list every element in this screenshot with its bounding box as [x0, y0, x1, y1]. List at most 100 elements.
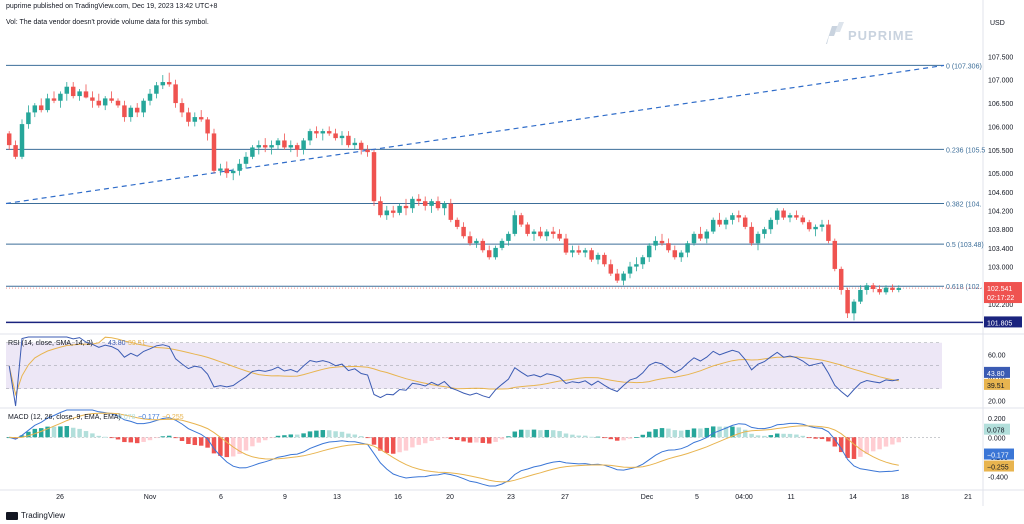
candle-body	[608, 264, 614, 274]
volume-note: Vol: The data vendor doesn't provide vol…	[6, 19, 209, 26]
candle-body	[672, 250, 678, 258]
candle-body	[531, 231, 537, 234]
candle-body	[6, 133, 12, 146]
macd-histogram-bar	[166, 435, 172, 438]
macd-histogram-bar	[826, 437, 831, 442]
candle-body	[877, 289, 882, 293]
x-tick-label: 23	[507, 494, 515, 501]
macd-histogram-bar	[838, 437, 844, 453]
macd-histogram-bar	[19, 435, 25, 438]
candle-body	[589, 250, 594, 260]
candle-body	[64, 86, 70, 94]
macd-histogram-bar	[851, 437, 857, 459]
macd-histogram-bar	[416, 437, 422, 445]
macd-histogram-bar	[717, 426, 722, 438]
macd-histogram-bar	[544, 429, 550, 438]
price-tick-label: 105.500	[988, 148, 1013, 155]
macd-histogram-bar	[806, 437, 812, 439]
macd-histogram-bar	[557, 431, 562, 438]
candle-body	[544, 231, 550, 237]
macd-histogram-bar	[205, 437, 210, 448]
candle-body	[333, 133, 338, 139]
macd-histogram-bar	[480, 437, 486, 443]
candle-body	[384, 210, 390, 216]
candle-body	[154, 85, 159, 94]
rsi-ma-tag-label: 39.51	[987, 383, 1005, 390]
macd-histogram-bar	[474, 437, 479, 443]
macd-histogram-bar	[602, 437, 607, 439]
price-tick-label: 107.500	[988, 54, 1013, 61]
macd-signal-tag	[984, 460, 1014, 472]
macd-histogram-bar	[531, 429, 537, 438]
macd-histogram-bar	[512, 431, 518, 438]
macd-histogram-bar	[563, 433, 569, 438]
macd-histogram-bar	[154, 437, 159, 439]
macd-histogram-bar	[698, 428, 703, 438]
macd-histogram-bar	[614, 437, 620, 441]
macd-hist-value-label: 0.078	[118, 414, 136, 421]
candle-body	[166, 82, 172, 85]
macd-histogram-bar	[608, 437, 614, 440]
candle-body	[378, 201, 383, 216]
rsi-value-label: 43.80	[108, 340, 126, 347]
candle-body	[640, 257, 646, 265]
candle-body	[461, 226, 466, 237]
macd-signal-line	[9, 412, 899, 483]
rsi-ma-line	[8, 336, 899, 397]
macd-histogram-bar	[90, 433, 95, 438]
macd-histogram-bar	[83, 431, 89, 438]
candle-body	[634, 264, 639, 267]
macd-histogram-bar	[147, 437, 153, 441]
candle-body	[474, 240, 479, 244]
macd-histogram-bar	[813, 437, 818, 439]
candle-body	[90, 97, 95, 101]
candle-body	[832, 240, 838, 269]
macd-histogram-bar	[173, 437, 178, 439]
candle-body	[838, 268, 844, 290]
candle-body	[230, 170, 236, 174]
x-tick-label: 20	[446, 494, 454, 501]
x-tick-label: 26	[56, 494, 64, 501]
macd-hist-tag-label: 0.078	[987, 428, 1005, 435]
fib-level-label: 0.382 (104.	[946, 202, 981, 209]
macd-histogram-bar	[224, 437, 230, 458]
macd-histogram-bar	[800, 435, 806, 438]
macd-histogram-bar	[339, 431, 345, 438]
tradingview-footer[interactable]: TradingView	[6, 511, 65, 520]
candle-body	[755, 233, 761, 244]
price-tick-label: 103.000	[988, 265, 1013, 272]
macd-histogram-bar	[269, 437, 274, 439]
macd-histogram-bar	[691, 428, 697, 438]
candle-body	[416, 198, 422, 202]
candle-body	[666, 243, 671, 251]
candle-body	[826, 224, 831, 241]
candle-body	[890, 287, 895, 290]
rsi-tick-label: 40.00	[988, 375, 1006, 382]
candle-body	[819, 224, 825, 227]
macd-histogram-bar	[749, 433, 754, 438]
macd-histogram-bar	[102, 436, 108, 438]
macd-histogram-bar	[736, 427, 742, 438]
macd-histogram-bar	[864, 437, 870, 454]
candle-body	[845, 289, 850, 314]
candle-body	[806, 222, 812, 230]
macd-histogram-bar	[883, 437, 889, 447]
price-tick-label: 106.500	[988, 101, 1013, 108]
x-tick-label: Nov	[144, 494, 157, 501]
candle-body	[339, 135, 345, 139]
macd-signal-value-label: −0.255	[162, 414, 184, 421]
support-tag	[984, 316, 1022, 328]
macd-histogram-bar	[794, 434, 799, 438]
macd-histogram-bar	[589, 436, 594, 438]
tradingview-label: TradingView	[21, 511, 66, 520]
candle-body	[38, 105, 44, 111]
macd-histogram-bar	[288, 434, 294, 438]
candle-body	[109, 98, 114, 101]
macd-histogram-bar	[128, 437, 134, 443]
macd-line-tag-label: −0.177	[987, 453, 1009, 460]
macd-histogram-bar	[576, 435, 582, 438]
macd-histogram-bar	[672, 430, 678, 438]
macd-histogram-bar	[256, 437, 262, 443]
candle-body	[730, 215, 735, 220]
candle-body	[45, 98, 50, 111]
